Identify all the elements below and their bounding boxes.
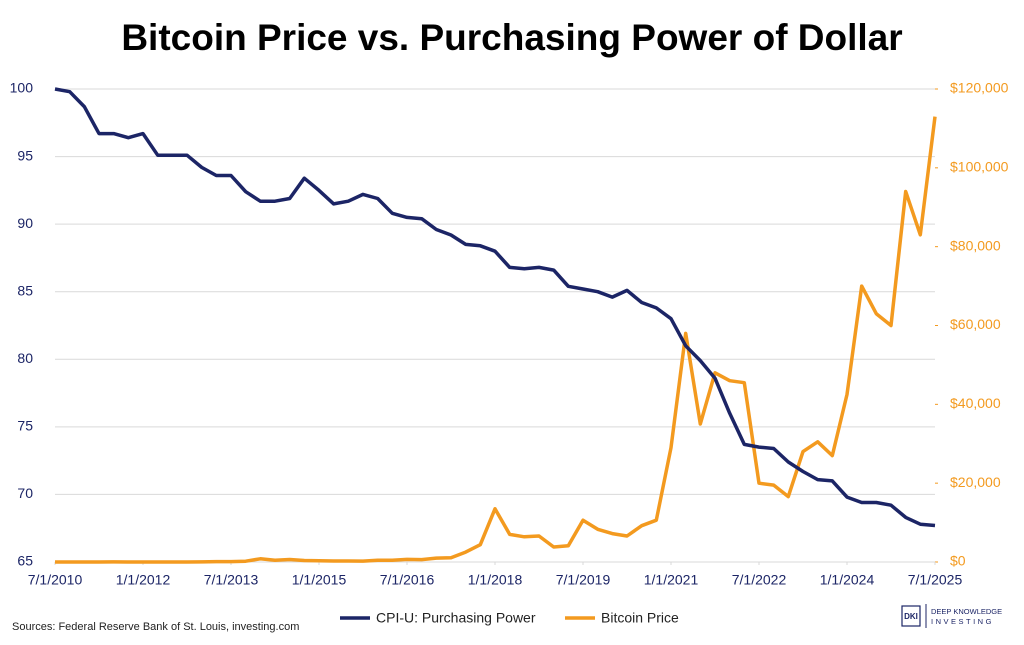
- y2-tick-label: $60,000: [950, 316, 1001, 332]
- x-tick-label: 7/1/2016: [380, 572, 435, 588]
- x-tick-label: 1/1/2018: [468, 572, 523, 588]
- x-tick-label: 1/1/2015: [292, 572, 347, 588]
- y2-tick-label: $100,000: [950, 159, 1009, 175]
- x-tick-label: 1/1/2021: [644, 572, 699, 588]
- logo-text: INVESTING: [931, 617, 994, 626]
- y2-tick-label: $0: [950, 553, 966, 569]
- y-tick-label: 85: [17, 282, 33, 298]
- source-note: Sources: Federal Reserve Bank of St. Lou…: [12, 621, 299, 633]
- y-tick-label: 80: [17, 350, 33, 366]
- x-tick-label: 7/1/2022: [732, 572, 787, 588]
- y2-tick-label: $80,000: [950, 237, 1001, 253]
- logo-box: [901, 605, 921, 627]
- y-tick-label: 65: [17, 553, 33, 569]
- y-tick-label: 75: [17, 418, 33, 434]
- y-tick-label: 90: [17, 215, 33, 231]
- x-tick-label: 1/1/2024: [820, 572, 875, 588]
- x-tick-label: 7/1/2019: [556, 572, 611, 588]
- chart-title: Bitcoin Price vs. Purchasing Power of Do…: [121, 17, 902, 58]
- y2-tick-label: $40,000: [950, 395, 1001, 411]
- legend-label: Bitcoin Price: [601, 610, 679, 626]
- series-line: [55, 116, 937, 564]
- logo-text: DEEP KNOWLEDGE: [931, 607, 1002, 616]
- y2-tick-label: $20,000: [950, 474, 1001, 490]
- y2-tick-label: $120,000: [950, 80, 1009, 96]
- y-tick-label: 95: [17, 147, 33, 163]
- y-tick-label: 100: [10, 80, 34, 96]
- y-tick-label: 70: [17, 485, 33, 501]
- logo-mark: DKI: [904, 612, 918, 621]
- legend-label: CPI-U: Purchasing Power: [376, 610, 536, 626]
- x-tick-label: 7/1/2025: [908, 572, 963, 588]
- x-tick-label: 7/1/2013: [204, 572, 259, 588]
- x-tick-label: 7/1/2010: [28, 572, 83, 588]
- series-line: [54, 87, 936, 528]
- x-tick-label: 1/1/2012: [116, 572, 171, 588]
